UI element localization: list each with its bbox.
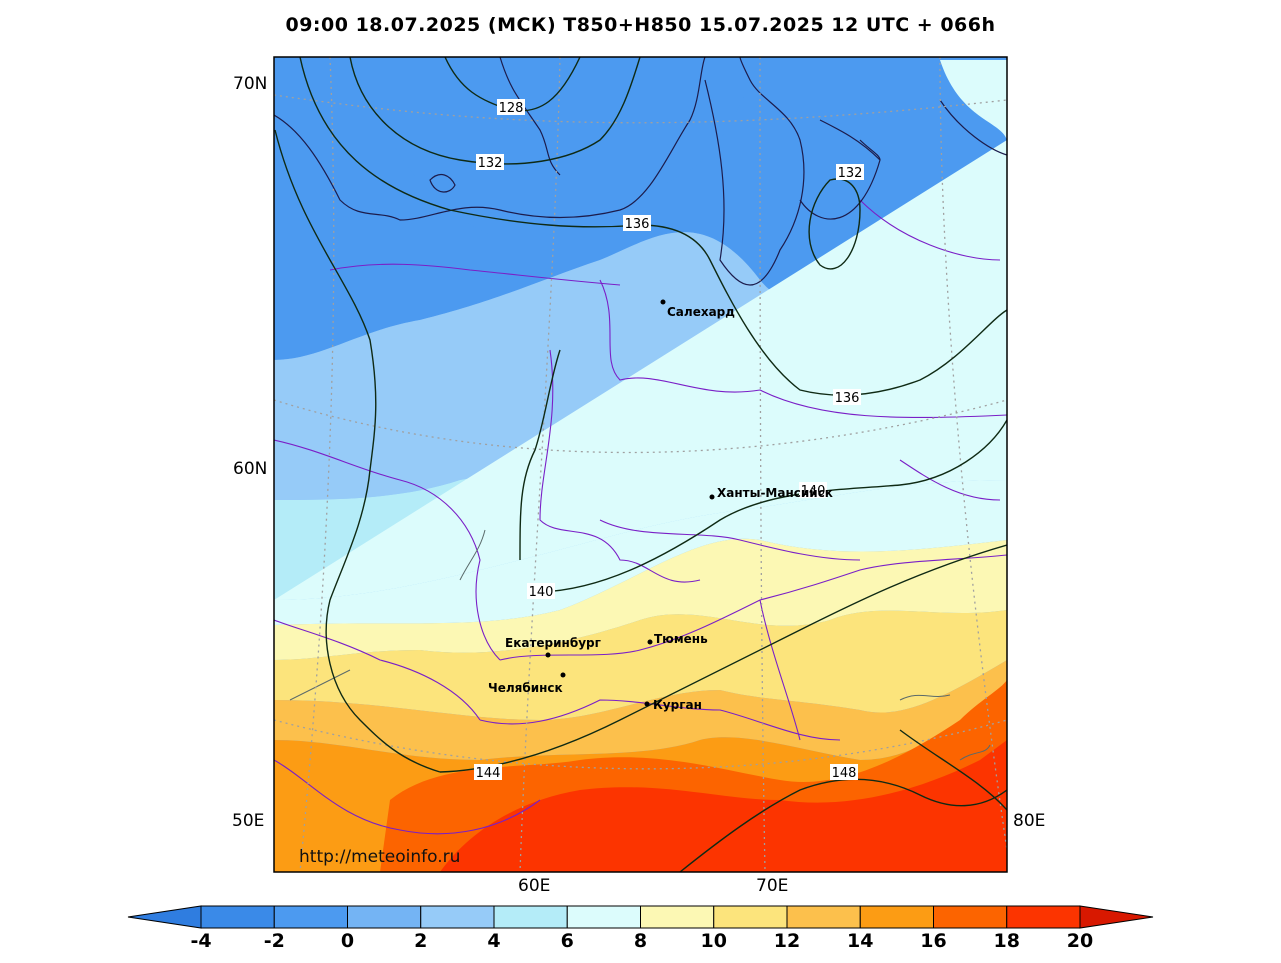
contour-label: 136	[835, 391, 860, 406]
colorbar-tick-label: 2	[414, 930, 428, 952]
colorbar-cell	[273, 905, 348, 929]
colorbar-cell	[786, 905, 861, 929]
band-t6	[274, 60, 1007, 600]
colorbar-cell	[347, 905, 422, 929]
borders	[274, 199, 1007, 835]
contour-label: 148	[832, 766, 857, 781]
coastline	[274, 57, 1007, 286]
lat-label-60n: 60N	[233, 459, 268, 479]
lon-label-70e: 70E	[756, 876, 789, 896]
band-t8	[274, 538, 1007, 660]
colorbar-cell	[713, 905, 788, 929]
city-marker	[644, 701, 650, 707]
contours	[274, 57, 1007, 872]
contour-labels: 128 132 136 132 136 140 140 144 148	[474, 99, 864, 781]
rivers	[289, 529, 991, 761]
colorbar-cell	[1006, 905, 1081, 929]
contour-label: 144	[476, 766, 501, 781]
city-marker	[647, 639, 653, 645]
colorbar-tick-label: 12	[773, 930, 801, 952]
city-marker	[545, 652, 551, 658]
contour-label: 132	[478, 156, 503, 171]
colorbar-tick-label: 16	[920, 930, 947, 952]
contour-label: 128	[499, 101, 524, 116]
colorbar-cell	[493, 905, 568, 929]
city-marker	[560, 672, 566, 678]
colorbar-cell	[933, 905, 1008, 929]
band-t-2	[350, 57, 760, 240]
colorbar-under-arrow	[127, 905, 202, 929]
band-t18	[440, 740, 1007, 872]
watermark: http://meteoinfo.ru	[299, 847, 460, 867]
band-t10	[274, 610, 1007, 720]
band-t6-south	[274, 480, 1007, 625]
colorbar-tick-label: 4	[487, 930, 501, 952]
colorbar-over-arrow	[1079, 905, 1154, 929]
contour-label: 136	[625, 217, 650, 232]
colorbar-cell	[640, 905, 715, 929]
contour-label: 140	[529, 585, 554, 600]
map-title: 09:00 18.07.2025 (МСК) T850+H850 15.07.2…	[285, 14, 996, 36]
colorbar-tick-label: 8	[633, 930, 648, 952]
city-label-chelyabinsk: Челябинск	[488, 681, 563, 695]
colorbar-cell	[859, 905, 934, 929]
contour-label: 132	[838, 166, 863, 181]
colorbar-tick-label: -4	[190, 930, 212, 952]
map-frame	[273, 56, 1008, 873]
temperature-map: 128 132 136 132 136 140 140 144 148 Сале…	[273, 56, 1008, 873]
colorbar-tick-label: 6	[560, 930, 574, 952]
city-marker	[660, 299, 666, 305]
colorbar-tick-label: 20	[1066, 930, 1094, 952]
colorbar-tick-label: -2	[263, 930, 285, 952]
colorbar-cell	[200, 905, 275, 929]
colorbar-cell	[566, 905, 641, 929]
colorbar-tick-label: 18	[993, 930, 1020, 952]
colorbar-cell	[420, 905, 495, 929]
city-label-khanty-mansiysk: Ханты-Мансийск	[717, 486, 833, 500]
contour-label: 140	[801, 484, 826, 499]
graticule	[274, 57, 1007, 872]
city-label-yekaterinburg: Екатеринбург	[505, 636, 601, 650]
colorbar-tick-label: 14	[847, 930, 874, 952]
colorbar-tick-label: 10	[700, 930, 727, 952]
cities: Салехард Ханты-Мансийск Екатеринбург Тюм…	[488, 299, 833, 712]
city-marker	[709, 494, 715, 500]
city-label-salekhard: Салехард	[667, 305, 735, 319]
city-label-tyumen: Тюмень	[654, 632, 708, 646]
city-label-kurgan: Курган	[653, 698, 702, 712]
colorbar-tick-label: 0	[340, 930, 355, 952]
lat-label-70n: 70N	[233, 74, 268, 94]
lon-label-60e: 60E	[518, 876, 551, 896]
lon-label-80e: 80E	[1013, 811, 1046, 831]
lat-label-50e: 50E	[232, 811, 265, 831]
